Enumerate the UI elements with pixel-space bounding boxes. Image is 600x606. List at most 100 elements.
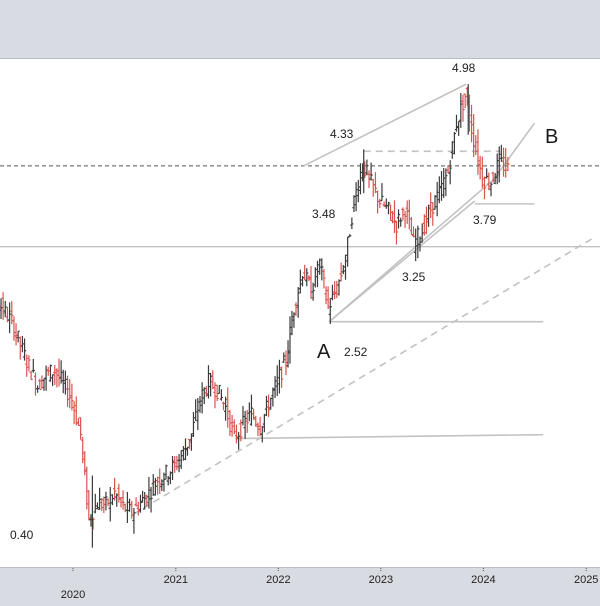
price-bar bbox=[275, 365, 279, 396]
price-bar bbox=[348, 234, 352, 238]
price-bar bbox=[87, 490, 91, 521]
price-bar bbox=[164, 464, 168, 480]
trend-line[interactable] bbox=[235, 433, 544, 440]
price-bar bbox=[333, 281, 337, 300]
price-bar bbox=[166, 475, 170, 486]
price-bar bbox=[36, 385, 40, 393]
price-bar bbox=[0, 306, 1, 308]
x-tick-label: 2025 bbox=[574, 574, 598, 586]
price-bar bbox=[57, 358, 61, 387]
x-tick-label: 2021 bbox=[164, 574, 188, 586]
price-bar bbox=[497, 146, 501, 183]
price-bar bbox=[311, 282, 315, 301]
price-bar bbox=[138, 494, 143, 513]
price-bar bbox=[160, 479, 164, 491]
price-bar bbox=[313, 267, 317, 288]
price-bar bbox=[81, 437, 85, 464]
trend-line[interactable] bbox=[328, 200, 476, 323]
price-bar bbox=[260, 425, 264, 443]
price-bar bbox=[143, 491, 147, 510]
price-bar bbox=[136, 501, 140, 516]
price-bar bbox=[20, 335, 25, 353]
price-bar bbox=[300, 276, 305, 287]
price-bar bbox=[273, 376, 277, 399]
price-bar bbox=[42, 378, 46, 391]
price-bar bbox=[282, 352, 286, 363]
price-bar bbox=[93, 493, 97, 514]
price-bar bbox=[463, 93, 467, 109]
price-bar bbox=[318, 258, 322, 275]
price-bar bbox=[119, 497, 123, 508]
dashed-trend-line[interactable] bbox=[132, 236, 596, 516]
x-tick-label: 2022 bbox=[266, 574, 290, 586]
price-bar bbox=[437, 176, 441, 204]
price-bar bbox=[187, 438, 192, 449]
price-bar bbox=[140, 490, 145, 503]
price-bar bbox=[110, 494, 115, 506]
price-bar bbox=[394, 220, 399, 245]
price-bar bbox=[121, 490, 125, 510]
price-bar bbox=[10, 301, 14, 325]
price-bar bbox=[145, 494, 149, 507]
price-bar bbox=[72, 401, 76, 425]
price-bar bbox=[127, 498, 132, 512]
price-bar bbox=[8, 302, 12, 334]
price-bar bbox=[194, 399, 198, 421]
price-bar bbox=[478, 155, 482, 180]
price-bar bbox=[117, 483, 121, 503]
price-bar bbox=[369, 162, 373, 181]
price-bar bbox=[288, 316, 292, 364]
price-bar bbox=[100, 497, 104, 511]
price-bar bbox=[38, 378, 42, 391]
price-bar bbox=[382, 201, 386, 208]
price-bar bbox=[371, 178, 375, 197]
price-bar bbox=[384, 198, 388, 209]
price-bar bbox=[108, 486, 112, 522]
price-bar bbox=[429, 192, 433, 218]
price-bar bbox=[324, 286, 328, 305]
price-bar bbox=[328, 298, 332, 325]
price-bar bbox=[189, 433, 194, 451]
price-bar bbox=[339, 262, 343, 282]
price-bar bbox=[158, 468, 162, 494]
price-bar bbox=[230, 414, 234, 437]
price-bar bbox=[482, 176, 487, 200]
price-bar bbox=[31, 358, 35, 373]
price-bar bbox=[239, 419, 243, 442]
price-bar bbox=[125, 491, 129, 523]
price-bar bbox=[418, 236, 422, 252]
price-bar bbox=[181, 446, 186, 461]
price-bar bbox=[286, 340, 290, 368]
price-bar bbox=[442, 168, 446, 198]
price-bar bbox=[170, 455, 175, 481]
price-bar bbox=[79, 417, 83, 440]
price-bar bbox=[22, 338, 27, 361]
price-bar bbox=[175, 455, 179, 471]
price-bar bbox=[70, 383, 74, 411]
price-bar bbox=[480, 156, 484, 189]
price-bar bbox=[76, 418, 81, 427]
trend-line[interactable] bbox=[303, 83, 467, 167]
time-axis: 2020 2021 2022 2023 2024 2025 bbox=[0, 567, 600, 601]
price-bar bbox=[341, 264, 345, 275]
price-bar bbox=[1, 292, 5, 320]
price-bar bbox=[350, 217, 354, 230]
price-bar bbox=[487, 172, 491, 191]
price-bar bbox=[335, 280, 339, 299]
price-bar bbox=[277, 359, 282, 394]
price-bar bbox=[25, 354, 29, 377]
price-bar bbox=[83, 451, 87, 476]
price-bar bbox=[50, 374, 55, 387]
price-bar bbox=[346, 236, 350, 267]
x-tick-label: 2023 bbox=[369, 574, 393, 586]
trend-line[interactable] bbox=[491, 122, 536, 182]
price-bar bbox=[213, 382, 217, 409]
price-bar bbox=[249, 394, 254, 426]
price-bar bbox=[315, 260, 320, 288]
price-bar bbox=[322, 268, 326, 289]
price-bar bbox=[232, 419, 236, 435]
price-bar bbox=[151, 474, 155, 497]
x-tick-label: 2024 bbox=[471, 574, 495, 586]
time-axis-ticks: 2020 2021 2022 2023 2024 2025 bbox=[61, 568, 598, 601]
